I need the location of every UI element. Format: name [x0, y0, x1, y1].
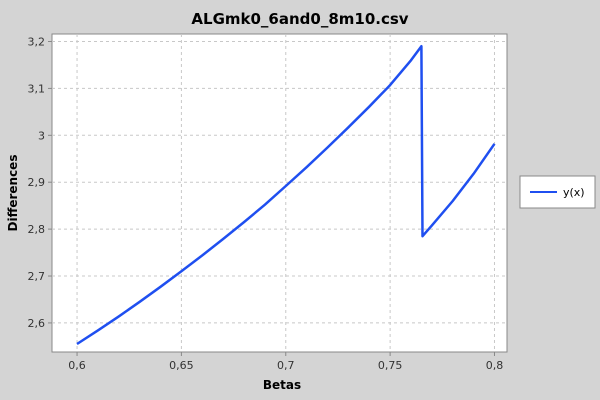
- y-tick-label: 3: [38, 129, 45, 142]
- y-tick-label: 2,6: [28, 317, 46, 330]
- x-tick-label: 0,75: [378, 359, 403, 372]
- y-tick-label: 3,1: [28, 82, 46, 95]
- y-tick-label: 2,8: [28, 223, 46, 236]
- series-line-0: [76, 44, 496, 346]
- x-tick-label: 0,6: [68, 359, 86, 372]
- y-axis: 2,6 2,7 2,8 2,9 3 3,1 3,2: [28, 36, 52, 330]
- legend-label: y(x): [563, 186, 585, 199]
- x-tick-label: 0,65: [169, 359, 194, 372]
- x-tick-label: 0,7: [277, 359, 295, 372]
- series-layer: [76, 44, 496, 346]
- grid: [52, 34, 507, 352]
- x-axis-label: Betas: [263, 378, 301, 392]
- y-tick-label: 3,2: [28, 36, 46, 49]
- chart-title: ALGmk0_6and0_8m10.csv: [191, 10, 408, 28]
- y-tick-label: 2,7: [28, 270, 46, 283]
- legend: y(x): [519, 175, 596, 209]
- x-axis: 0,6 0,65 0,7 0,75 0,8: [68, 352, 503, 372]
- y-axis-label: Differences: [6, 155, 20, 232]
- x-tick-label: 0,8: [486, 359, 504, 372]
- y-tick-label: 2,9: [28, 176, 46, 189]
